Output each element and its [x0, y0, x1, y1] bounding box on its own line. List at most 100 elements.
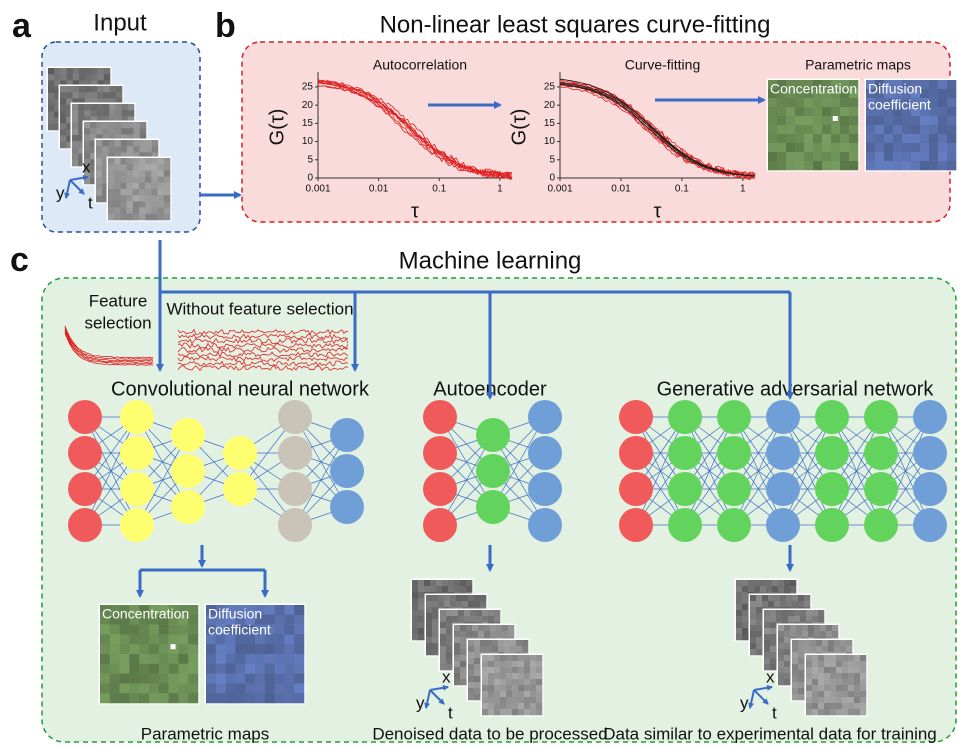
- neuron: [619, 472, 653, 506]
- pixel: [158, 170, 165, 177]
- pixel: [460, 667, 466, 673]
- pixel: [450, 601, 456, 607]
- pixel: [792, 640, 798, 646]
- pixel: [108, 201, 115, 208]
- pixel: [798, 688, 804, 694]
- pixel: [777, 161, 786, 170]
- pixel: [100, 683, 110, 693]
- pixel: [149, 683, 159, 693]
- pixel: [426, 607, 432, 613]
- pixel: [764, 622, 770, 628]
- pixel: [920, 134, 929, 143]
- pixel: [831, 98, 840, 107]
- pixel: [830, 655, 836, 661]
- pixel: [72, 129, 79, 136]
- pixel: [91, 104, 98, 111]
- curve-fitting-title: Non-linear least squares curve-fitting: [380, 11, 771, 38]
- pixel: [169, 625, 179, 635]
- pixel: [454, 649, 460, 655]
- pixel: [72, 147, 79, 154]
- pixel: [108, 140, 115, 147]
- pixel: [848, 679, 854, 685]
- pixel: [506, 697, 512, 703]
- pixel: [120, 634, 130, 644]
- pixel: [460, 649, 466, 655]
- pixel: [790, 625, 796, 631]
- pixel: [488, 709, 494, 715]
- pixel: [756, 595, 762, 601]
- pixel: [760, 586, 766, 592]
- pixel: [796, 631, 802, 637]
- neuron: [476, 454, 510, 488]
- pixel: [226, 664, 236, 674]
- panel-label: c: [10, 241, 29, 279]
- pixel: [159, 674, 169, 684]
- pixel: [454, 673, 460, 679]
- neuron: [619, 436, 653, 470]
- pixel: [432, 637, 438, 643]
- pixel: [412, 604, 418, 610]
- pixel: [822, 116, 831, 125]
- pixel: [866, 134, 875, 143]
- pixel: [133, 208, 140, 215]
- pixel: [818, 673, 824, 679]
- pixel: [822, 143, 831, 152]
- pixel: [840, 646, 846, 652]
- y-tick-label: 10: [544, 136, 556, 147]
- pixel: [458, 610, 464, 616]
- pixel: [938, 143, 947, 152]
- pixel: [884, 152, 893, 161]
- panel-label: b: [215, 7, 236, 45]
- pixel: [498, 640, 504, 646]
- y-tick-label: 5: [549, 154, 555, 165]
- pixel: [929, 161, 938, 170]
- pixel: [110, 92, 117, 99]
- y-tick-label: 20: [302, 100, 314, 111]
- axis-label: y: [740, 693, 749, 712]
- pixel: [206, 674, 216, 684]
- pixel: [786, 134, 795, 143]
- pixel: [108, 208, 115, 215]
- pixel: [133, 177, 140, 184]
- pixel: [265, 693, 275, 703]
- pixel: [860, 679, 866, 685]
- pixel: [812, 697, 818, 703]
- pixel: [275, 644, 285, 654]
- pixel: [795, 98, 804, 107]
- pixel: [482, 691, 488, 697]
- pixel: [840, 125, 849, 134]
- neuron: [423, 472, 457, 506]
- pixel: [482, 610, 488, 616]
- neuron: [815, 400, 849, 434]
- pixel: [159, 664, 169, 674]
- pixel: [275, 605, 285, 615]
- pixel: [795, 134, 804, 143]
- pixel: [235, 654, 245, 664]
- neuron: [68, 436, 102, 470]
- pixel: [798, 640, 804, 646]
- pixel: [484, 631, 490, 637]
- pixel: [818, 691, 824, 697]
- pixel: [826, 625, 832, 631]
- pixel: [902, 161, 911, 170]
- pixel: [294, 644, 304, 654]
- feature-selection: Feature: [89, 291, 148, 310]
- pixel: [265, 683, 275, 693]
- pixel: [756, 637, 762, 643]
- neuron: [619, 400, 653, 434]
- pixel: [66, 92, 73, 99]
- pixel: [206, 683, 216, 693]
- neuron: [913, 472, 947, 506]
- neuron: [423, 508, 457, 542]
- pixel: [736, 592, 742, 598]
- pixel: [804, 134, 813, 143]
- pixel: [265, 644, 275, 654]
- pixel: [530, 673, 536, 679]
- pixel: [114, 189, 121, 196]
- pixel: [812, 610, 818, 616]
- pixel: [929, 125, 938, 134]
- pixel: [812, 655, 818, 661]
- pixel: [795, 152, 804, 161]
- neuron: [864, 472, 898, 506]
- pixel: [764, 646, 770, 652]
